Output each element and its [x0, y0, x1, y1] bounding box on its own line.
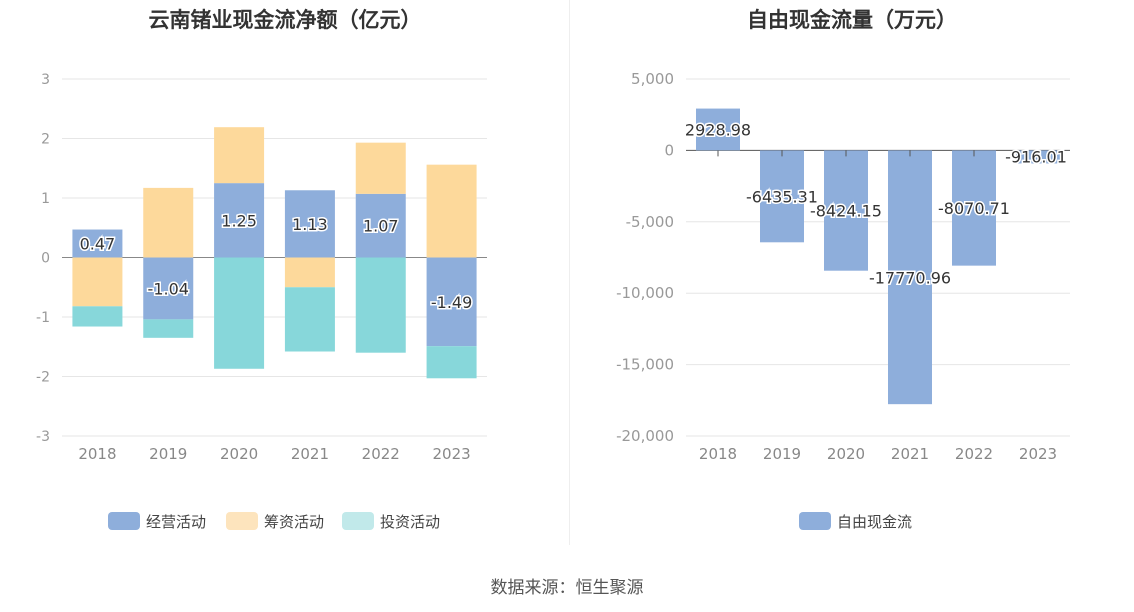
x-tick-label: 2023	[1019, 445, 1057, 463]
data-label: -8070.71	[938, 199, 1010, 218]
legend-label: 筹资活动	[264, 513, 324, 531]
x-tick-label: 2020	[827, 445, 865, 463]
left-chart-title: 云南锗业现金流净额（亿元）	[148, 8, 422, 32]
bar-segment	[355, 193, 406, 258]
bar	[1016, 150, 1060, 164]
y-tick-label: -5,000	[626, 213, 674, 231]
y-tick-label: -10,000	[616, 284, 674, 302]
right-chart-title: 自由现金流量（万元）	[747, 8, 957, 32]
legend-swatch	[108, 512, 140, 530]
legend-label: 经营活动	[146, 513, 206, 531]
y-tick-label: -20,000	[616, 427, 674, 445]
y-tick-label: 0	[41, 251, 50, 267]
data-label: -1.49	[431, 293, 472, 312]
bar-segment	[143, 319, 194, 338]
data-label: 1.07	[363, 217, 399, 236]
bar-segment	[284, 257, 335, 288]
bar-segment	[426, 164, 477, 258]
bar-segment	[72, 306, 123, 327]
bar-segment	[426, 346, 477, 379]
bar-segment	[284, 287, 335, 352]
y-tick-label: -15,000	[616, 356, 674, 374]
panel-divider	[569, 0, 570, 545]
bar-segment	[214, 257, 265, 369]
bar-segment	[284, 190, 335, 258]
bar-segment	[72, 257, 123, 307]
bar	[952, 150, 996, 266]
x-tick-label: 2022	[362, 445, 400, 463]
y-tick-label: 1	[41, 191, 50, 207]
y-tick-label: 2	[41, 132, 50, 148]
x-tick-label: 2018	[78, 445, 116, 463]
left-chart-panel: 云南锗业现金流净额（亿元） 3 2 1 0 -1 -2 -3 2018 2019 2020 2021…	[0, 0, 570, 560]
data-label: -8424.15	[810, 202, 882, 221]
legend-label: 自由现金流	[837, 513, 912, 531]
bar-segment	[72, 229, 123, 258]
y-tick-label: 3	[41, 72, 50, 88]
bar	[760, 150, 804, 243]
y-tick-label: 0	[664, 141, 674, 159]
bar-segment	[143, 187, 194, 258]
x-tick-label: 2021	[891, 445, 929, 463]
data-label: -916.01	[1005, 147, 1067, 166]
bar	[888, 150, 932, 405]
bar-segment	[426, 257, 477, 347]
data-label: -1.04	[148, 279, 189, 298]
data-label: -17770.96	[869, 268, 951, 287]
bar-segment	[214, 183, 265, 258]
data-label: 0.47	[80, 235, 116, 254]
data-label: 1.25	[221, 211, 257, 230]
x-tick-label: 2020	[220, 445, 258, 463]
free-cash-flow-chart: 5,000 0 -5,000 -10,000 -15,000 -20,000 2018 292…	[616, 70, 1070, 531]
y-tick-label: -1	[36, 310, 50, 326]
bar-segment	[355, 142, 406, 194]
x-tick-label: 2023	[432, 445, 470, 463]
legend-swatch	[799, 512, 831, 530]
data-label: 2928.98	[685, 120, 751, 139]
bar-segment	[214, 127, 265, 184]
cash-flow-chart: 3 2 1 0 -1 -2 -3 2018 2019 2020 2021 2022 2023 0.47 -1…	[36, 72, 487, 531]
bar-segment	[355, 257, 406, 353]
legend-label: 投资活动	[380, 513, 440, 531]
x-tick-label: 2019	[149, 445, 187, 463]
data-label: 1.13	[292, 215, 328, 234]
right-chart-panel: 自由现金流量（万元） 5,000 0 -5,000 -10,000 -15,000 -20…	[570, 0, 1134, 560]
data-label: -6435.31	[746, 187, 818, 206]
x-tick-label: 2021	[291, 445, 329, 463]
x-tick-label: 2022	[955, 445, 993, 463]
y-tick-label: 5,000	[631, 70, 674, 88]
bar	[824, 150, 868, 271]
y-tick-label: -3	[36, 429, 50, 445]
bar-segment	[143, 257, 194, 320]
y-tick-label: -2	[36, 370, 50, 386]
x-tick-label: 2019	[763, 445, 801, 463]
legend-swatch	[342, 512, 374, 530]
legend-swatch	[226, 512, 258, 530]
bar	[696, 108, 740, 151]
source-label: 数据来源：恒生聚源	[490, 578, 644, 598]
x-tick-label: 2018	[699, 445, 737, 463]
